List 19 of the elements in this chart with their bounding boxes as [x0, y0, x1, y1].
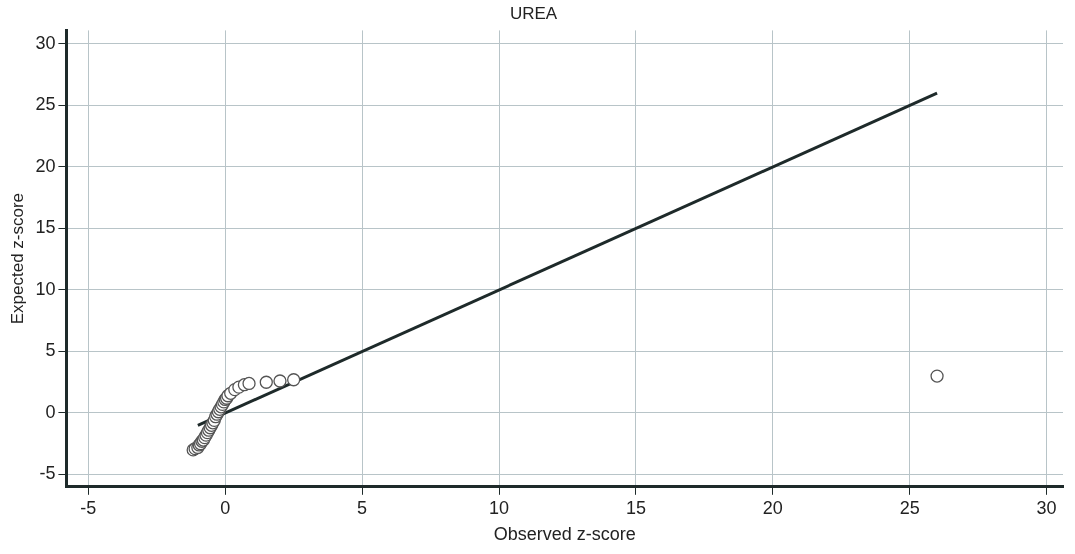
x-tick-label: 15	[625, 497, 646, 518]
y-tick-label: 0	[45, 401, 56, 422]
y-tick-label: -5	[39, 463, 56, 484]
x-tick-label: 10	[488, 497, 510, 518]
y-tick-label: 30	[35, 32, 56, 53]
y-tick-label: 10	[35, 278, 56, 299]
x-axis-title: Observed z-score	[493, 524, 636, 545]
y-tick-label: 5	[45, 340, 56, 361]
x-tick-label: 0	[220, 497, 231, 518]
chart-title: UREA	[509, 3, 558, 23]
x-tick-label: 5	[357, 497, 368, 518]
y-tick-label: 25	[35, 94, 56, 115]
y-tick-label: 20	[35, 155, 56, 176]
y-axis-title: Expected z-score	[7, 192, 27, 325]
x-tick-label: 20	[762, 497, 783, 518]
x-tick-label: -5	[80, 497, 97, 518]
x-tick-label: 30	[1036, 497, 1057, 518]
y-tick-label: 15	[35, 217, 56, 238]
x-tick-label: 25	[899, 497, 920, 518]
